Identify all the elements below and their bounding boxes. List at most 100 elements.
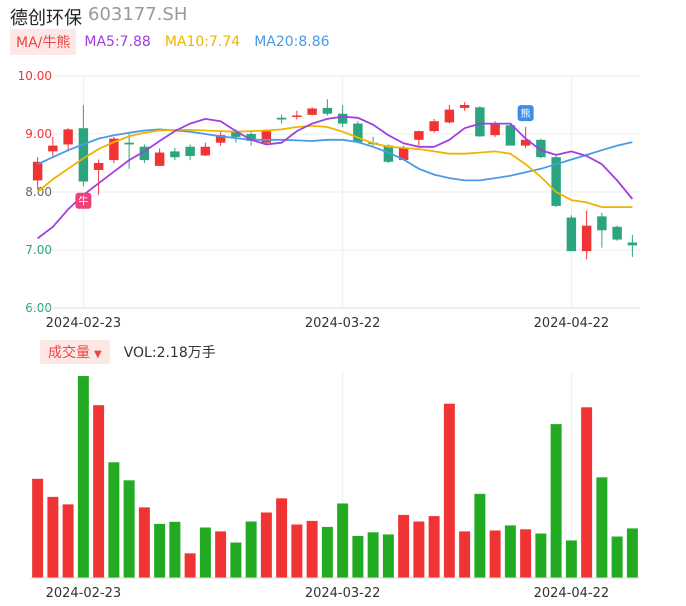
- candle-body: [459, 105, 470, 108]
- candle-body: [490, 123, 500, 136]
- volume-bar: [382, 534, 394, 578]
- ma-legend: MA/牛熊 MA5:7.88 MA10:7.74 MA20:8.86: [10, 29, 344, 55]
- volume-bar: [611, 536, 623, 578]
- candle-body: [185, 146, 195, 157]
- volume-date-tick-label: 2024-04-22: [534, 586, 610, 601]
- volume-date-tick-label: 2024-03-22: [305, 586, 381, 601]
- bear-marker-label: 熊: [521, 107, 531, 120]
- volume-bar: [352, 535, 364, 578]
- volume-bar: [489, 530, 501, 578]
- candle-body: [78, 128, 89, 182]
- volume-bar: [47, 496, 59, 578]
- volume-bar: [443, 403, 455, 578]
- volume-bar: [321, 526, 333, 578]
- bull-marker-badge: [75, 192, 92, 209]
- candle-body: [261, 131, 272, 143]
- bear-marker[interactable]: 熊: [517, 105, 534, 122]
- volume-bar: [276, 498, 288, 578]
- volume-bar: [230, 542, 242, 578]
- candle-body: [246, 134, 256, 141]
- ma20-legend: MA20:8.86: [254, 34, 330, 50]
- volume-bar: [169, 521, 181, 578]
- volume-legend: 成交量 ▼ VOL:2.18万手: [40, 340, 216, 364]
- date-tick-label: 2024-04-22: [534, 316, 610, 331]
- candle-body: [597, 216, 607, 231]
- date-tick-label: 2024-02-23: [46, 316, 122, 331]
- candle-body: [353, 123, 363, 143]
- bull-marker[interactable]: 牛: [75, 192, 92, 209]
- volume-bar: [596, 477, 608, 578]
- volume-bar: [154, 523, 166, 578]
- volume-indicator-selector[interactable]: 成交量 ▼: [40, 340, 110, 364]
- volume-bar: [291, 524, 303, 578]
- volume-bar: [581, 407, 593, 578]
- candle-body: [612, 226, 622, 240]
- candle-body: [322, 107, 333, 114]
- stock-code: 603177.SH: [88, 4, 188, 25]
- volume-bar: [459, 531, 471, 578]
- candle-body: [581, 225, 592, 252]
- volume-bar: [535, 533, 547, 578]
- candle-body: [444, 109, 455, 123]
- volume-value: VOL:2.18万手: [123, 345, 216, 361]
- candle-body: [276, 117, 287, 120]
- candle-body: [139, 146, 150, 161]
- ma10-line: [37, 124, 633, 209]
- ma10-legend: MA10:7.74: [164, 34, 241, 50]
- volume-bar: [626, 528, 638, 578]
- ma5-line: [37, 115, 634, 240]
- price-tick-label: 9.00: [25, 127, 52, 141]
- volume-bar: [550, 424, 562, 578]
- price-tick-label: 10.00: [18, 69, 52, 83]
- candle-body: [200, 146, 211, 156]
- ma5-legend: MA5:7.88: [84, 34, 151, 50]
- candle-body: [170, 151, 180, 158]
- volume-bar: [245, 521, 257, 578]
- candle-body: [505, 125, 516, 146]
- candle-body: [337, 113, 348, 124]
- volume-bar: [32, 478, 44, 578]
- volume-bar: [184, 553, 196, 578]
- volume-bar: [428, 516, 440, 578]
- volume-bar: [398, 514, 410, 578]
- volume-bar: [520, 529, 532, 578]
- volume-bar: [565, 540, 577, 578]
- volume-tag-label: 成交量: [48, 345, 90, 361]
- candle-body: [109, 138, 119, 161]
- candle-body: [292, 115, 302, 117]
- volume-bar: [123, 480, 135, 578]
- candle-body: [627, 242, 638, 246]
- volume-bar: [62, 504, 74, 578]
- candle-body: [536, 139, 546, 158]
- stock-name: 德创环保: [10, 8, 82, 29]
- candle-body: [520, 139, 531, 146]
- date-tick-label: 2024-03-22: [305, 316, 381, 331]
- candle-body: [551, 157, 561, 206]
- bull-marker-label: 牛: [78, 195, 88, 208]
- candle-body: [383, 145, 394, 162]
- volume-bar: [474, 493, 486, 578]
- volume-bar: [306, 520, 318, 578]
- volume-bar: [367, 532, 379, 578]
- candle-body: [154, 152, 165, 166]
- volume-bar: [260, 512, 272, 578]
- volume-bar: [199, 527, 211, 578]
- volume-bar: [337, 503, 349, 578]
- volume-bar: [108, 462, 120, 578]
- candle-body: [124, 142, 134, 145]
- volume-bar: [215, 531, 227, 578]
- price-tick-label: 7.00: [25, 243, 52, 257]
- bear-marker-badge: [517, 105, 534, 122]
- candle-body: [414, 131, 424, 140]
- candle-body: [429, 121, 439, 132]
- volume-date-tick-label: 2024-02-23: [46, 586, 122, 601]
- ma-indicator-selector[interactable]: MA/牛熊: [10, 29, 77, 55]
- volume-bar: [504, 525, 516, 578]
- volume-bar: [413, 521, 425, 578]
- candle-body: [231, 131, 241, 137]
- candle-body: [48, 145, 58, 152]
- candle-body: [398, 147, 409, 161]
- candle-body: [32, 161, 43, 181]
- candle-body: [63, 129, 73, 145]
